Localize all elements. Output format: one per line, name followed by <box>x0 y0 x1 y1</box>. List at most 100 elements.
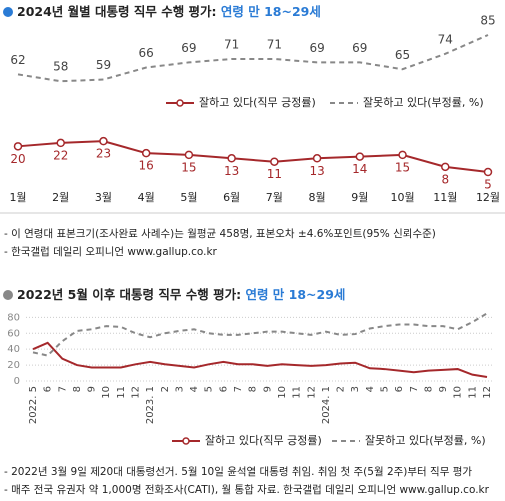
legend-label: 잘하고 있다(직무 긍정률) <box>205 433 322 447</box>
x-tick-label: 10월 <box>390 191 414 204</box>
x-tick-label: 2022. 5 <box>28 386 39 424</box>
value-label: 14 <box>352 162 367 176</box>
value-label: 65 <box>395 48 410 62</box>
note: - 2022년 3월 9일 제20대 대통령선거. 5월 10일 윤석열 대통령… <box>4 465 472 478</box>
x-tick-label: 6 <box>394 386 405 392</box>
x-tick-label: 4월 <box>138 191 155 204</box>
point <box>99 136 108 146</box>
x-tick-label: 9 <box>87 386 98 392</box>
value-label: 85 <box>480 14 495 28</box>
x-tick-label: 11 <box>467 386 478 399</box>
value-label: 11 <box>267 167 282 181</box>
x-tick-label: 9월 <box>351 191 368 204</box>
legend-marker <box>176 99 184 107</box>
value-label: 69 <box>352 41 367 55</box>
title-highlight: 연령 만 18~29세 <box>245 287 345 302</box>
y-tick-label: 80 <box>7 312 20 323</box>
value-label: 15 <box>181 160 196 174</box>
x-tick-label: 4 <box>365 386 376 392</box>
note: - 이 연령대 표본크기(조사완료 사례수)는 월평균 458명, 표본오차 ±… <box>4 227 436 240</box>
point <box>270 157 279 166</box>
series-line <box>32 312 488 357</box>
x-tick-label: 8 <box>72 386 83 392</box>
chart-title: 2024년 월별 대통령 직무 수행 평가: 연령 만 18~29세 <box>17 4 321 19</box>
value-label: 69 <box>181 41 196 55</box>
value-label: 13 <box>309 164 324 178</box>
value-label: 5 <box>484 178 492 192</box>
x-tick-label: 8 <box>423 386 434 392</box>
x-tick-label: 10 <box>453 386 464 399</box>
y-tick-label: 60 <box>7 328 20 339</box>
x-tick-label: 10 <box>101 386 112 399</box>
title-bullet <box>3 7 13 17</box>
value-label: 74 <box>438 32 453 46</box>
x-tick-label: 8 <box>248 386 259 392</box>
value-label: 62 <box>10 53 25 67</box>
value-label: 69 <box>309 41 324 55</box>
y-tick-label: 20 <box>7 360 20 371</box>
x-tick-label: 11 <box>116 386 127 399</box>
chart-title: 2022년 5월 이후 대통령 직무 수행 평가: 연령 만 18~29세 <box>17 287 345 302</box>
x-tick-label: 2023. 1 <box>145 386 156 424</box>
value-label: 13 <box>224 164 239 178</box>
x-tick-label: 7 <box>409 386 420 392</box>
x-tick-label: 6 <box>218 386 229 392</box>
value-label: 20 <box>10 152 25 166</box>
title-main: 2022년 5월 이후 대통령 직무 수행 평가: <box>17 287 245 302</box>
legend-label: 잘못하고 있다(부정률, %) <box>365 433 486 447</box>
title-main: 2024년 월별 대통령 직무 수행 평가: <box>17 4 221 19</box>
x-tick-label: 2 <box>160 386 171 392</box>
x-tick-label: 3 <box>350 386 361 392</box>
x-tick-label: 2월 <box>52 191 69 204</box>
x-tick-label: 1월 <box>9 191 26 204</box>
x-tick-label: 12 <box>131 386 142 399</box>
value-label: 16 <box>139 159 154 173</box>
value-label: 71 <box>267 37 282 51</box>
x-tick-label: 4 <box>189 386 200 392</box>
x-tick-label: 7 <box>57 386 68 392</box>
value-label: 71 <box>224 37 239 51</box>
x-tick-label: 10 <box>277 386 288 399</box>
point <box>441 162 450 172</box>
x-tick-label: 7 <box>233 386 244 392</box>
series-line <box>17 34 489 83</box>
x-tick-label: 6 <box>43 386 54 392</box>
x-tick-label: 5 <box>204 386 215 392</box>
series-line <box>17 140 489 173</box>
value-label: 23 <box>96 147 111 161</box>
x-tick-label: 3월 <box>95 191 112 204</box>
point <box>312 154 322 163</box>
value-label: 59 <box>96 58 111 72</box>
y-tick-label: 40 <box>7 344 20 355</box>
x-tick-label: 3 <box>174 386 185 392</box>
x-tick-label: 9 <box>262 386 273 392</box>
value-label: 22 <box>53 148 68 162</box>
x-tick-label: 8월 <box>309 191 326 204</box>
title-highlight: 연령 만 18~29세 <box>221 4 321 19</box>
note: - 한국갤럽 데일리 오피니언 www.gallup.co.kr <box>4 245 218 258</box>
point <box>483 167 493 177</box>
x-tick-label: 2 <box>336 386 347 392</box>
point <box>355 152 365 161</box>
point <box>13 142 23 151</box>
legend-marker <box>182 437 190 445</box>
x-tick-label: 11월 <box>433 191 457 204</box>
point <box>56 138 65 148</box>
x-tick-label: 12 <box>306 386 317 399</box>
x-tick-label: 6월 <box>223 191 240 204</box>
series-line <box>32 341 488 379</box>
x-tick-label: 2024. 1 <box>321 386 332 424</box>
value-label: 8 <box>441 172 449 186</box>
value-label: 15 <box>395 160 410 174</box>
x-tick-label: 12 <box>482 386 493 399</box>
point <box>398 150 407 160</box>
value-label: 58 <box>53 60 68 74</box>
x-tick-label: 11 <box>292 386 303 399</box>
title-bullet <box>3 290 13 300</box>
point <box>227 154 236 163</box>
point <box>141 148 151 158</box>
legend-label: 잘못하고 있다(부정률, %) <box>363 95 484 109</box>
x-tick-label: 12월 <box>476 191 500 204</box>
point <box>184 150 194 160</box>
